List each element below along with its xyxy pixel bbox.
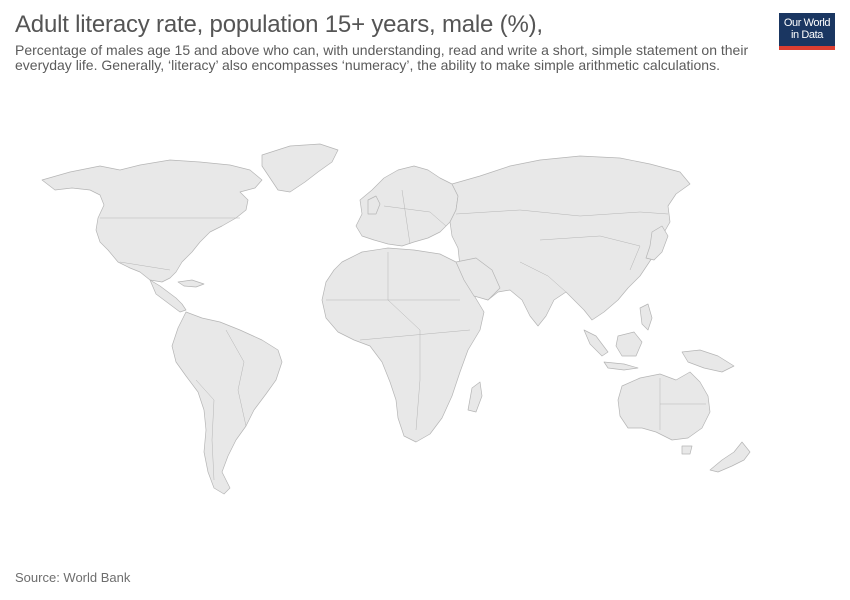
africa[interactable] bbox=[321, 247, 485, 443]
border-us-mexico bbox=[119, 261, 171, 271]
java[interactable] bbox=[603, 361, 639, 371]
logo-line-2: in Data bbox=[790, 29, 824, 41]
owid-logo[interactable]: Our World in Data bbox=[779, 13, 835, 50]
borneo[interactable] bbox=[615, 331, 643, 357]
border-australia bbox=[659, 378, 706, 430]
caribbean[interactable] bbox=[177, 279, 205, 288]
arabian-peninsula[interactable] bbox=[455, 257, 501, 301]
chart-subtitle: Percentage of males age 15 and above who… bbox=[15, 42, 749, 73]
logo-line-1: Our World bbox=[783, 17, 831, 29]
border-russia bbox=[455, 209, 669, 217]
border-europe-2 bbox=[401, 189, 411, 245]
world-map bbox=[41, 143, 751, 495]
japan[interactable] bbox=[645, 225, 669, 261]
border-africa-ns bbox=[387, 252, 421, 431]
chart-title: Adult literacy rate, population 15+ year… bbox=[15, 11, 543, 38]
south-america[interactable] bbox=[171, 311, 283, 495]
border-andes bbox=[195, 379, 215, 481]
border-china bbox=[539, 235, 641, 271]
greenland[interactable] bbox=[261, 143, 339, 193]
uk[interactable] bbox=[367, 195, 381, 215]
tasmania[interactable] bbox=[681, 445, 693, 455]
philippines[interactable] bbox=[639, 303, 653, 331]
border-india bbox=[519, 261, 567, 293]
central-america[interactable] bbox=[149, 279, 187, 313]
madagascar[interactable] bbox=[467, 381, 483, 413]
border-europe-1 bbox=[383, 205, 447, 227]
sumatra[interactable] bbox=[583, 329, 609, 357]
north-america[interactable] bbox=[41, 159, 263, 283]
border-brazil bbox=[225, 329, 247, 427]
new-zealand[interactable] bbox=[709, 441, 751, 473]
australia[interactable] bbox=[617, 371, 711, 441]
new-guinea[interactable] bbox=[681, 349, 735, 373]
border-africa-ew bbox=[359, 329, 471, 341]
source-note: Source: World Bank bbox=[15, 570, 131, 585]
